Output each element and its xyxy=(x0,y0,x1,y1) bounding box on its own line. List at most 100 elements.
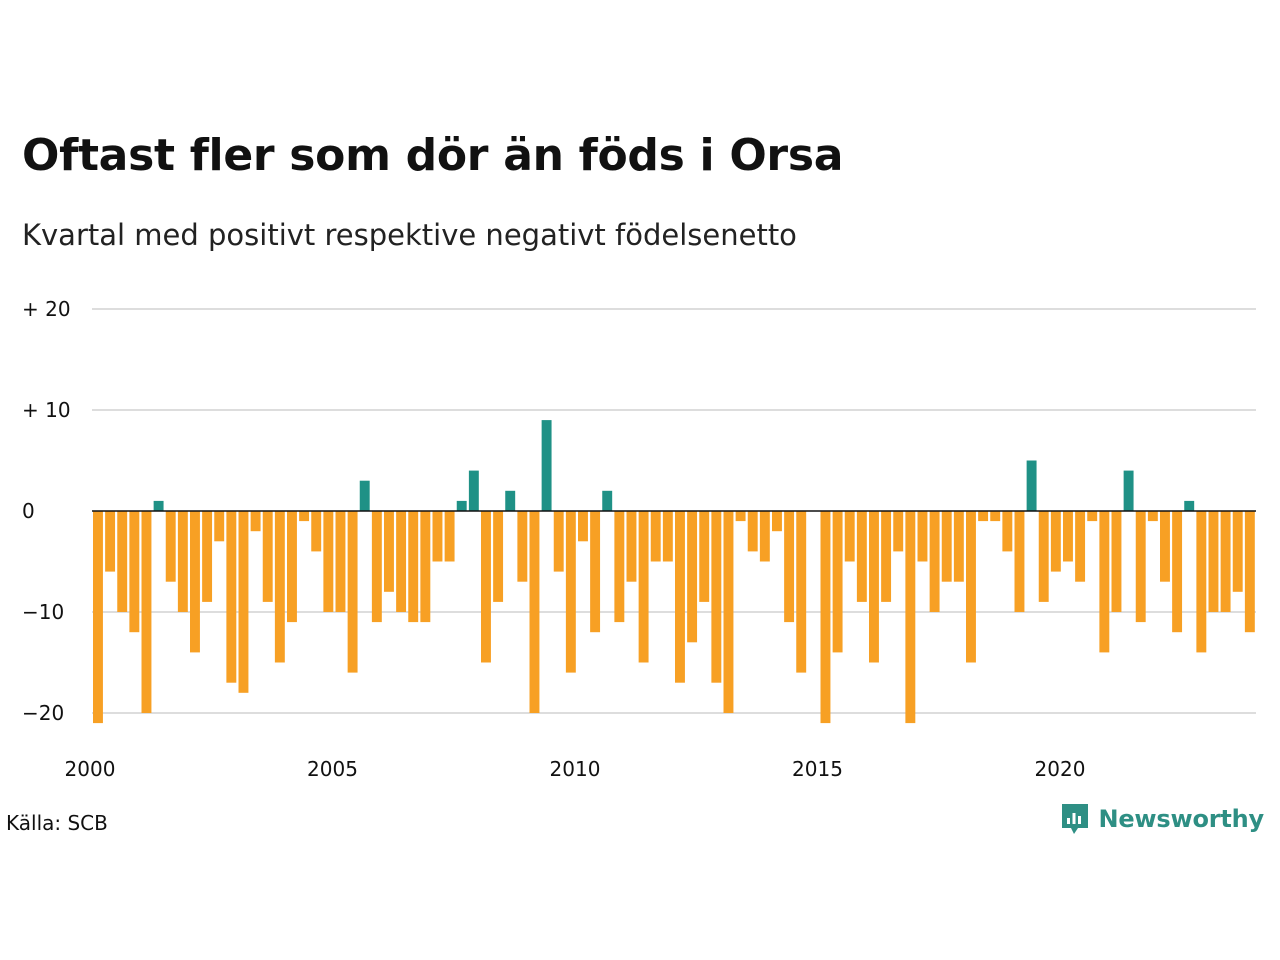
y-tick-label: −20 xyxy=(22,701,64,725)
bar xyxy=(784,511,795,623)
brand-logo[interactable]: Newsworthy xyxy=(1060,802,1264,836)
bars xyxy=(93,420,1255,724)
bar xyxy=(941,511,952,582)
bar xyxy=(408,511,419,623)
bar xyxy=(262,511,273,602)
bar xyxy=(626,511,637,582)
newsworthy-logo-icon xyxy=(1062,804,1089,834)
bar xyxy=(287,511,297,623)
bar xyxy=(468,470,479,511)
x-tick-label: 2005 xyxy=(307,757,358,781)
bar xyxy=(1160,511,1170,582)
bar xyxy=(1002,511,1013,552)
bar xyxy=(214,511,225,542)
bar xyxy=(1232,511,1243,592)
bar xyxy=(371,511,382,623)
bar xyxy=(953,511,964,582)
bar xyxy=(274,511,285,663)
bar xyxy=(1026,460,1037,511)
chart-title: Oftast fler som dör än föds i Orsa xyxy=(22,130,844,181)
bar xyxy=(481,511,491,663)
bar xyxy=(153,500,164,511)
x-tick-label: 2015 xyxy=(792,757,843,781)
bar xyxy=(905,511,916,724)
bar xyxy=(493,511,504,602)
bar xyxy=(420,511,431,623)
source-note: Källa: SCB xyxy=(6,811,108,835)
bar xyxy=(141,511,152,713)
bar xyxy=(759,511,770,562)
gridlines xyxy=(92,308,1256,714)
bar xyxy=(590,511,601,633)
bar xyxy=(347,511,358,673)
bar xyxy=(747,511,758,552)
bar xyxy=(638,511,649,663)
bar xyxy=(177,511,188,612)
bar xyxy=(929,511,940,612)
bar xyxy=(881,511,892,602)
axes: + 20 + 10 0 −10 −20 2000 2005 2010 2015 2020 xyxy=(22,297,1256,781)
bar xyxy=(1123,470,1134,511)
x-tick-label: 2010 xyxy=(550,757,601,781)
bar xyxy=(1220,511,1231,612)
bar xyxy=(1172,511,1183,633)
bar xyxy=(578,511,588,542)
bar xyxy=(1063,511,1073,562)
bar xyxy=(832,511,843,653)
y-tick-label: −10 xyxy=(22,600,64,624)
chart-subtitle: Kvartal med positivt respektive negativt… xyxy=(22,218,797,252)
brand-name: Newsworthy xyxy=(1098,805,1264,833)
bar xyxy=(978,511,989,522)
bar xyxy=(844,511,855,562)
y-tick-label: 0 xyxy=(22,499,35,523)
bar xyxy=(1050,511,1061,572)
bar xyxy=(614,511,625,623)
y-tick-label: + 10 xyxy=(22,398,71,422)
bar xyxy=(93,511,103,724)
bar xyxy=(117,511,128,612)
bar xyxy=(1196,511,1207,653)
bar xyxy=(541,420,552,511)
y-tick-label: + 20 xyxy=(22,297,71,321)
bar xyxy=(723,511,734,713)
bar xyxy=(869,511,879,663)
bar xyxy=(529,511,540,713)
bar xyxy=(553,511,564,572)
bar xyxy=(359,480,370,511)
bar xyxy=(1244,511,1255,633)
bar xyxy=(820,511,831,724)
bar xyxy=(202,511,213,602)
bar xyxy=(432,511,443,562)
bar xyxy=(190,511,200,653)
bar xyxy=(893,511,904,552)
bar xyxy=(735,511,746,522)
bar xyxy=(250,511,261,532)
bar xyxy=(1099,511,1110,653)
bar xyxy=(323,511,334,612)
bar xyxy=(444,511,455,562)
bar xyxy=(966,511,976,663)
bar xyxy=(1087,511,1098,522)
bar xyxy=(650,511,661,562)
bar xyxy=(675,511,685,683)
bar xyxy=(1135,511,1146,623)
bar xyxy=(396,511,407,612)
bar xyxy=(456,500,467,511)
bar xyxy=(711,511,722,683)
bar xyxy=(1014,511,1025,612)
bar xyxy=(1075,511,1086,582)
x-tick-label: 2020 xyxy=(1035,757,1086,781)
bar xyxy=(517,511,528,582)
bar xyxy=(299,511,310,522)
bar xyxy=(565,511,576,673)
bar xyxy=(226,511,237,683)
bar xyxy=(238,511,249,693)
bar xyxy=(1184,500,1195,511)
bar xyxy=(335,511,346,612)
birth-net-bar-chart: + 20 + 10 0 −10 −20 2000 2005 2010 2015 2020 xyxy=(22,297,1256,781)
bar xyxy=(699,511,710,602)
bar xyxy=(662,511,673,562)
bar xyxy=(602,490,613,511)
bar xyxy=(384,511,394,592)
bar xyxy=(687,511,698,643)
